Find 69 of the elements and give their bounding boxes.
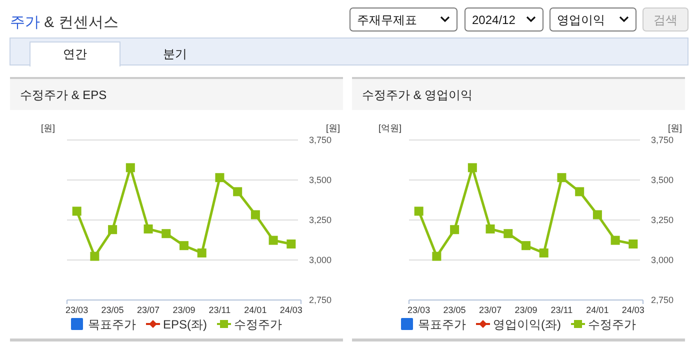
x-tick-label: 23/07 [479,305,502,315]
y2-tick-label: 3,250 [309,215,332,225]
point [432,252,442,261]
y2-axis-title: [원] [668,123,682,133]
point [286,240,296,248]
x-tick-label: 23/09 [514,305,538,315]
legend-label: 수정주가 [588,318,636,332]
point [592,210,602,220]
point [468,163,477,172]
y2-tick-label: 3,750 [651,135,674,145]
x-tick-label: 24/01 [244,305,267,315]
x-tick-label: 23/03 [66,305,88,315]
point [90,252,100,261]
y2-tick-label: 3,000 [651,255,674,265]
y2-tick-label: 3,000 [309,255,332,265]
x-tick-label: 24/03 [622,305,644,315]
text: 분기 [163,47,187,61]
point [610,236,620,245]
point [628,240,638,248]
point [268,236,278,245]
point [414,206,424,216]
y2-tick-label: 2,750 [309,295,332,305]
x-tick-label: 23/09 [172,305,196,315]
point [197,248,206,258]
legend-label: 수정주가 [234,318,282,332]
point [575,187,584,196]
text: 주가 & 컨센서스 [10,14,118,31]
y-axis-title: [원] [40,123,56,133]
x-tick-label: 24/03 [280,305,302,315]
point [108,225,118,234]
y-axis-title: [억원] [378,123,402,133]
x-tick-label: 23/11 [550,305,573,315]
point [522,241,530,250]
y2-tick-label: 2,750 [651,295,674,305]
point [72,206,82,216]
point [233,187,242,196]
point [162,229,171,238]
y2-axis-title: [원] [326,123,340,133]
point [180,241,188,250]
point [486,224,495,234]
x-tick-label: 24/01 [586,305,609,315]
legend-label: EPS(좌) [162,318,208,332]
text: 연간 [63,47,87,61]
legend-label: 영업이익(좌) [493,318,561,332]
x-tick-label: 23/05 [443,305,466,315]
y2-tick-label: 3,500 [309,175,332,185]
y2-tick-label: 3,500 [651,175,674,185]
x-tick-label: 23/05 [101,305,124,315]
chart-title: 수정주가 & EPS [20,88,107,102]
y2-tick-label: 3,250 [651,215,674,225]
x-tick-label: 23/03 [408,305,430,315]
chart-title: 수정주가 & 영업이익 [362,88,473,102]
legend-label: 목표주가 [88,318,136,332]
x-tick-label: 23/07 [137,305,160,315]
point [215,173,224,182]
legend-label: 목표주가 [418,318,466,332]
point [504,229,513,238]
x-tick-label: 23/11 [208,305,231,315]
select: 주재무제표 [350,8,458,32]
select: 영업이익 [550,8,636,32]
point [144,224,153,234]
select: 2024/12 [464,8,544,32]
point [539,248,548,258]
point [126,163,135,172]
y2-tick-label: 3,750 [309,135,332,145]
point [450,225,460,234]
point [557,173,566,182]
text: 검색 [654,13,678,27]
point [250,210,260,220]
